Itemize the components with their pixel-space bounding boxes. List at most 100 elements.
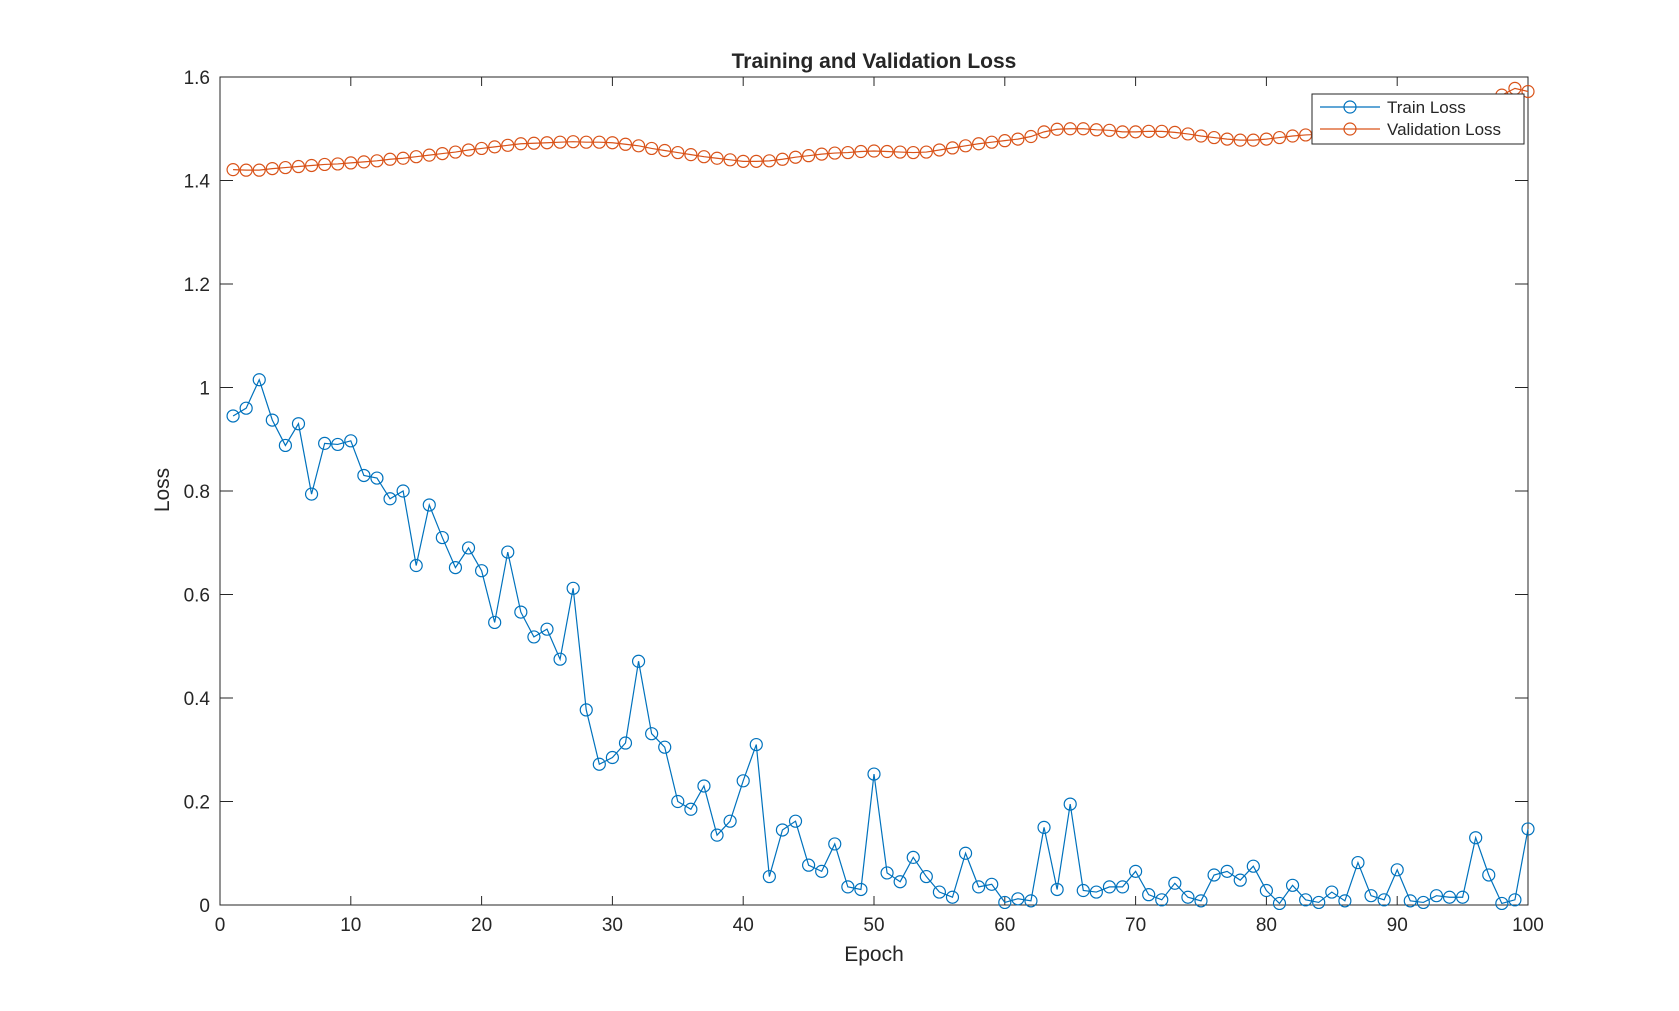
data-point-train-loss — [265, 413, 279, 427]
data-point-validation-loss — [1142, 124, 1156, 138]
data-point-train-loss — [566, 581, 580, 595]
data-point-train-loss — [1285, 878, 1300, 892]
data-point-validation-loss — [815, 147, 829, 161]
data-point-train-loss — [697, 779, 711, 793]
data-point-train-loss — [985, 877, 999, 891]
series-validation-loss — [226, 81, 1535, 177]
data-point-train-loss — [867, 767, 881, 781]
data-point-train-loss — [1390, 863, 1404, 877]
data-point-train-loss — [396, 484, 410, 498]
data-point-train-loss — [1521, 822, 1535, 836]
data-point-validation-loss — [1246, 133, 1260, 147]
y-tick-label: 1.4 — [184, 172, 211, 193]
data-point-train-loss — [1089, 885, 1103, 899]
data-point-train-loss — [723, 814, 737, 828]
data-point-train-loss — [815, 864, 829, 878]
data-point-validation-loss — [671, 145, 685, 160]
data-point-train-loss — [1416, 895, 1430, 910]
data-point-train-loss — [475, 564, 489, 578]
data-point-train-loss — [370, 471, 384, 485]
data-point-validation-loss — [435, 146, 449, 161]
data-point-train-loss — [1050, 882, 1064, 897]
data-point-validation-loss — [788, 150, 803, 164]
data-point-validation-loss — [1011, 132, 1025, 146]
x-axis-label: Epoch — [844, 943, 904, 966]
data-point-train-loss — [893, 875, 907, 889]
data-point-train-loss — [605, 750, 620, 765]
data-point-train-loss — [1194, 894, 1208, 908]
data-point-train-loss — [749, 737, 763, 752]
y-tick-label: 0.2 — [184, 793, 210, 814]
data-point-train-loss — [1076, 883, 1090, 898]
data-point-validation-loss — [1233, 133, 1247, 147]
x-tick-label: 90 — [1387, 915, 1408, 936]
data-point-train-loss — [972, 880, 986, 894]
data-point-train-loss — [945, 890, 960, 904]
data-point-train-loss — [409, 558, 423, 573]
data-point-validation-loss — [736, 154, 750, 168]
x-tick-label: 80 — [1256, 915, 1277, 936]
data-point-validation-loss — [1089, 123, 1103, 137]
data-point-train-loss — [357, 468, 371, 483]
data-point-train-loss — [932, 885, 947, 899]
data-point-validation-loss — [801, 149, 816, 163]
data-point-train-loss — [854, 882, 868, 897]
data-point-validation-loss — [1220, 132, 1234, 146]
data-point-train-loss — [318, 436, 332, 450]
data-point-validation-loss — [1285, 129, 1300, 143]
data-point-train-loss — [331, 437, 345, 452]
data-point-train-loss — [1168, 876, 1182, 890]
x-tick-label: 30 — [602, 915, 623, 936]
data-point-train-loss — [527, 630, 541, 644]
data-point-validation-loss — [291, 159, 306, 174]
data-point-train-loss — [501, 545, 515, 559]
data-point-validation-loss — [409, 150, 423, 164]
series-train-loss — [226, 373, 1535, 911]
y-tick-label: 1.2 — [184, 275, 210, 296]
data-point-train-loss — [278, 438, 292, 453]
x-tick-label: 20 — [471, 915, 492, 936]
y-tick-label: 0.8 — [184, 482, 210, 503]
data-point-validation-loss — [1115, 125, 1130, 139]
data-point-validation-loss — [985, 135, 999, 149]
data-point-train-loss — [736, 774, 750, 788]
data-point-train-loss — [1351, 855, 1365, 870]
data-point-validation-loss — [775, 152, 790, 166]
data-point-train-loss — [1246, 859, 1260, 873]
data-point-train-loss — [880, 866, 894, 880]
data-point-validation-loss — [1037, 125, 1051, 139]
data-point-train-loss — [645, 727, 659, 741]
data-point-train-loss — [762, 869, 776, 884]
data-point-validation-loss — [919, 145, 933, 159]
data-point-train-loss — [684, 802, 698, 816]
data-point-validation-loss — [945, 141, 960, 155]
data-point-train-loss — [958, 846, 973, 860]
data-point-validation-loss — [488, 140, 502, 154]
data-point-train-loss — [291, 417, 306, 431]
y-axis-label: Loss — [151, 468, 174, 512]
data-point-train-loss — [801, 858, 816, 872]
data-point-validation-loss — [278, 160, 292, 175]
data-point-validation-loss — [893, 145, 907, 159]
data-point-validation-loss — [475, 141, 489, 156]
data-point-validation-loss — [1063, 122, 1077, 136]
data-point-train-loss — [1024, 894, 1038, 908]
data-point-train-loss — [592, 757, 606, 771]
data-point-validation-loss — [331, 157, 345, 171]
data-point-train-loss — [304, 487, 319, 501]
data-point-validation-loss — [605, 136, 620, 150]
data-point-train-loss — [828, 837, 842, 851]
data-point-train-loss — [998, 895, 1012, 910]
x-tick-label: 10 — [340, 915, 361, 936]
data-point-train-loss — [671, 794, 685, 809]
data-point-validation-loss — [461, 143, 476, 157]
data-point-train-loss — [226, 409, 240, 423]
data-point-train-loss — [631, 654, 646, 668]
data-point-train-loss — [1495, 896, 1509, 911]
data-point-validation-loss — [304, 158, 319, 173]
data-point-validation-loss — [226, 163, 240, 177]
data-point-validation-loss — [1272, 130, 1287, 145]
data-point-train-loss — [540, 622, 554, 636]
data-point-train-loss — [1377, 893, 1391, 907]
legend-label: Validation Loss — [1387, 120, 1501, 139]
